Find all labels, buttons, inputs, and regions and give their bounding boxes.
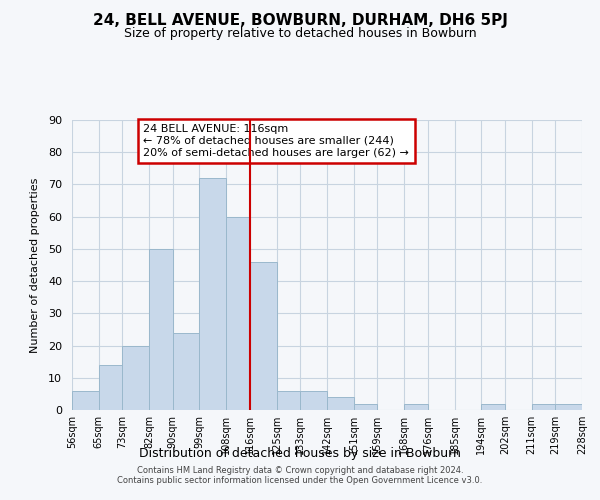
- Bar: [98, 365, 122, 410]
- Bar: [327, 397, 353, 410]
- Text: Distribution of detached houses by size in Bowburn: Distribution of detached houses by size …: [139, 448, 461, 460]
- Bar: [72, 390, 98, 410]
- Bar: [277, 390, 301, 410]
- Bar: [404, 404, 428, 410]
- Bar: [353, 404, 377, 410]
- Bar: [226, 216, 250, 410]
- Bar: [122, 346, 149, 410]
- Bar: [556, 404, 582, 410]
- Y-axis label: Number of detached properties: Number of detached properties: [30, 178, 40, 352]
- Bar: [149, 249, 173, 410]
- Bar: [250, 262, 277, 410]
- Text: 24 BELL AVENUE: 116sqm
← 78% of detached houses are smaller (244)
20% of semi-de: 24 BELL AVENUE: 116sqm ← 78% of detached…: [143, 124, 409, 158]
- Text: Contains HM Land Registry data © Crown copyright and database right 2024.
Contai: Contains HM Land Registry data © Crown c…: [118, 466, 482, 485]
- Bar: [532, 404, 556, 410]
- Text: Size of property relative to detached houses in Bowburn: Size of property relative to detached ho…: [124, 28, 476, 40]
- Text: 24, BELL AVENUE, BOWBURN, DURHAM, DH6 5PJ: 24, BELL AVENUE, BOWBURN, DURHAM, DH6 5P…: [92, 12, 508, 28]
- Bar: [173, 332, 199, 410]
- Bar: [199, 178, 226, 410]
- Bar: [481, 404, 505, 410]
- Bar: [301, 390, 327, 410]
